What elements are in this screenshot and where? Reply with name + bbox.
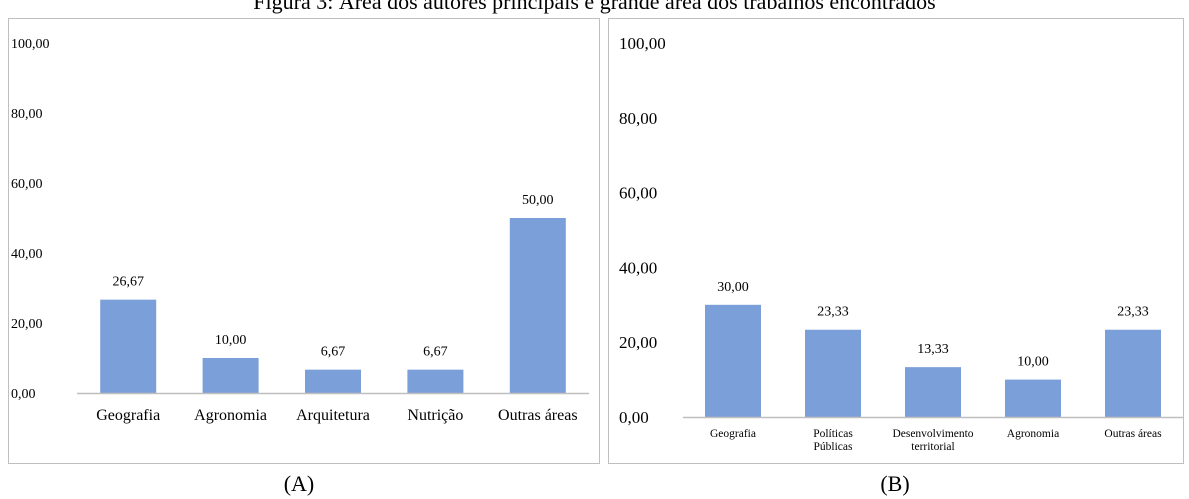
data-label: 23,33 bbox=[817, 305, 849, 320]
caption-a: (A) bbox=[283, 471, 315, 496]
caption-b: (B) bbox=[880, 471, 910, 496]
x-tick-label: Outras áreas bbox=[498, 407, 578, 424]
y-tick-label: 20,00 bbox=[11, 317, 43, 332]
chart-b-svg: 0,00 20,00 40,00 60,00 80,00 100,00 30,00 Geogr… bbox=[619, 34, 1183, 453]
bar bbox=[509, 218, 566, 393]
bar bbox=[705, 304, 761, 417]
y-tick-label: 0,00 bbox=[11, 387, 36, 402]
x-tick-label: Agronomia bbox=[1007, 428, 1059, 440]
data-label: 10,00 bbox=[215, 333, 247, 348]
bar bbox=[805, 329, 861, 417]
data-label: 6,67 bbox=[321, 345, 346, 360]
y-tick-label: 20,00 bbox=[619, 333, 657, 352]
y-tick-label: 0,00 bbox=[619, 408, 649, 427]
x-tick-label: Públicas bbox=[814, 441, 853, 453]
bar bbox=[305, 369, 361, 393]
y-tick-label: 40,00 bbox=[11, 247, 43, 262]
x-tick-label: Geografia bbox=[96, 407, 160, 424]
x-tick-label: Nutrição bbox=[407, 407, 463, 424]
x-tick-label: Geografia bbox=[710, 428, 756, 440]
figure-title: Figura 3: Área dos autores principais e … bbox=[253, 0, 936, 14]
data-label: 23,33 bbox=[1117, 305, 1149, 320]
x-tick-label: Arquitetura bbox=[296, 407, 370, 424]
x-tick-label: Políticas bbox=[813, 428, 853, 440]
bar bbox=[407, 369, 464, 393]
data-label: 13,33 bbox=[917, 342, 949, 357]
x-tick-label: Desenvolvimento bbox=[892, 428, 973, 440]
data-label: 6,67 bbox=[423, 345, 448, 360]
data-label: 50,00 bbox=[522, 193, 554, 208]
x-tick-label: territorial bbox=[911, 441, 954, 453]
data-label: 30,00 bbox=[717, 280, 749, 295]
data-label: 26,67 bbox=[112, 275, 144, 290]
chart-panel-b: 0,00 20,00 40,00 60,00 80,00 100,00 30,00 Geogr… bbox=[608, 18, 1184, 464]
y-tick-label: 100,00 bbox=[619, 34, 666, 53]
y-tick-label: 60,00 bbox=[11, 177, 43, 192]
y-tick-label: 80,00 bbox=[619, 109, 657, 128]
x-tick-label: Outras áreas bbox=[1104, 428, 1162, 440]
y-tick-label: 80,00 bbox=[11, 107, 43, 122]
bar bbox=[1105, 329, 1161, 417]
x-tick-label: Agronomia bbox=[194, 407, 267, 424]
y-tick-label: 60,00 bbox=[619, 184, 657, 203]
bar bbox=[1005, 379, 1061, 417]
y-tick-label: 100,00 bbox=[11, 37, 50, 52]
chart-panel-a: 0,00 20,00 40,00 60,00 80,00 100,00 26,67 Geogr… bbox=[8, 18, 600, 464]
bar bbox=[100, 299, 157, 393]
chart-a-svg: 0,00 20,00 40,00 60,00 80,00 100,00 26,67 Geogr… bbox=[11, 37, 589, 424]
bar bbox=[905, 367, 961, 417]
y-tick-label: 40,00 bbox=[619, 258, 657, 277]
data-label: 10,00 bbox=[1017, 355, 1049, 370]
bar bbox=[202, 358, 259, 393]
